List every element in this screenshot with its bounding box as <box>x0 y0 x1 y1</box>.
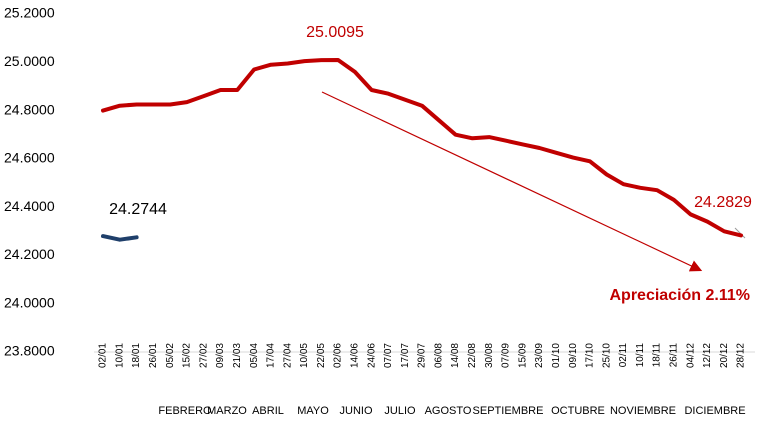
x-tick-label: 06/08 <box>433 343 444 368</box>
x-tick-label: 17/07 <box>400 343 411 368</box>
x-tick-label: 22/08 <box>467 343 478 368</box>
x-tick-label: 10/01 <box>114 343 125 368</box>
annotation: 25.0095 <box>306 24 364 41</box>
x-tick-label: 28/12 <box>736 343 747 368</box>
month-label: OCTUBRE <box>551 405 605 417</box>
x-tick-label: 18/01 <box>131 343 142 368</box>
trend-arrow <box>321 91 703 272</box>
annotation: 24.2829 <box>694 194 752 211</box>
x-tick-label: 21/03 <box>232 343 243 368</box>
x-tick-label: 02/11 <box>618 343 629 368</box>
month-label: JUNIO <box>340 405 373 417</box>
x-tick-label: 29/07 <box>417 343 428 368</box>
month-label: AGOSTO <box>425 405 472 417</box>
series-line <box>101 58 743 238</box>
x-tick-label: 23/09 <box>534 343 545 368</box>
x-tick-label: 04/12 <box>685 343 696 368</box>
series-line <box>101 234 139 242</box>
month-label: SEPTIEMBRE <box>473 405 544 417</box>
x-tick-label: 10/05 <box>299 343 310 368</box>
x-tick-label: 17/10 <box>585 343 596 368</box>
y-tick-label: 24.8000 <box>4 101 55 117</box>
x-tick-label: 27/02 <box>198 343 209 368</box>
month-label: ABRIL <box>252 405 284 417</box>
x-tick-label: 15/09 <box>517 343 528 368</box>
month-label: JULIO <box>384 405 416 417</box>
x-tick-label: 27/04 <box>282 343 293 368</box>
x-tick-label: 22/05 <box>316 343 327 368</box>
x-tick-label: 14/06 <box>349 343 360 368</box>
month-label: NOVIEMBRE <box>610 405 676 417</box>
x-tick-label: 18/11 <box>652 343 663 368</box>
y-tick-label: 24.4000 <box>4 198 55 214</box>
y-tick-label: 25.0000 <box>4 53 55 69</box>
x-tick-label: 26/11 <box>669 343 680 368</box>
x-tick-label: 14/08 <box>450 343 461 368</box>
x-tick-label: 17/04 <box>266 343 277 368</box>
month-label: DICIEMBRE <box>684 405 745 417</box>
month-label: FEBRERO <box>158 405 212 417</box>
x-tick-label: 26/01 <box>148 343 159 368</box>
annotation: 24.2744 <box>109 201 167 218</box>
y-tick-label: 24.6000 <box>4 150 55 166</box>
y-tick-label: 24.0000 <box>4 294 55 310</box>
x-tick-label: 25/10 <box>601 343 612 368</box>
y-tick-label: 23.8000 <box>4 343 55 359</box>
x-tick-label: 15/02 <box>182 343 193 368</box>
x-tick-label: 24/06 <box>366 343 377 368</box>
x-tick-label: 09/10 <box>568 343 579 368</box>
month-label: MAYO <box>297 405 329 417</box>
x-tick-label: 09/03 <box>215 343 226 368</box>
month-label: MARZO <box>207 405 247 417</box>
x-tick-label: 12/12 <box>702 343 713 368</box>
x-tick-label: 30/08 <box>484 343 495 368</box>
y-tick-label: 24.2000 <box>4 246 55 262</box>
x-tick-label: 20/12 <box>719 343 730 368</box>
x-tick-label: 02/01 <box>98 343 109 368</box>
x-tick-label: 07/09 <box>501 343 512 368</box>
leader-line <box>734 227 746 239</box>
x-tick-label: 10/11 <box>635 343 646 368</box>
x-tick-label: 02/06 <box>333 343 344 368</box>
x-tick-label: 01/10 <box>551 343 562 368</box>
y-tick-label: 25.2000 <box>4 5 55 21</box>
x-tick-label: 05/04 <box>249 343 260 368</box>
x-tick-label: 05/02 <box>165 343 176 368</box>
annotation: Apreciación 2.11% <box>609 287 750 304</box>
x-tick-label: 07/07 <box>383 343 394 368</box>
